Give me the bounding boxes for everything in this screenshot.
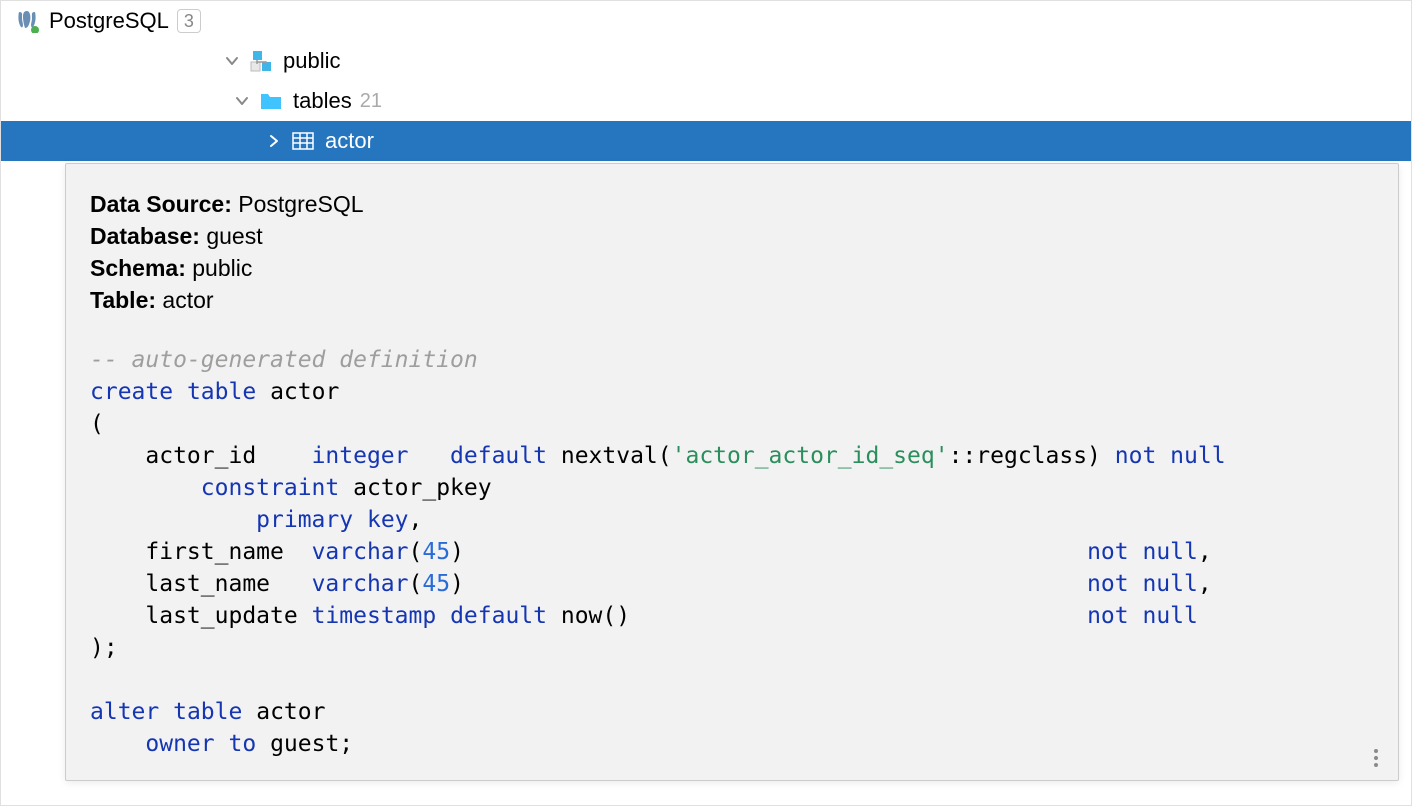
info-datasource: Data Source: PostgreSQL [90, 188, 1374, 220]
info-schema: Schema: public [90, 252, 1374, 284]
tree-row-datasource[interactable]: PostgreSQL 3 [1, 1, 1411, 41]
tree-label-schema: public [283, 48, 340, 74]
info-datasource-label: Data Source: [90, 191, 232, 217]
tree-row-tables[interactable]: tables 21 [1, 81, 1411, 121]
tree-label-datasource: PostgreSQL [49, 8, 169, 34]
more-options-icon[interactable] [1364, 746, 1388, 770]
chevron-right-icon[interactable] [265, 132, 283, 150]
info-datasource-value: PostgreSQL [238, 191, 363, 217]
tree-row-table-actor[interactable]: actor [1, 121, 1411, 161]
chevron-down-icon[interactable] [233, 92, 251, 110]
folder-icon [259, 89, 283, 113]
sql-definition: -- auto-generated definition create tabl… [90, 344, 1374, 760]
info-schema-label: Schema: [90, 255, 186, 281]
tree-badge-datasource: 3 [177, 9, 201, 33]
tree-row-schema[interactable]: public [1, 41, 1411, 81]
database-tree: PostgreSQL 3 public tables 21 [1, 1, 1411, 161]
quick-doc-popup: Data Source: PostgreSQL Database: guest … [65, 163, 1399, 781]
info-table-value: actor [162, 287, 213, 313]
postgresql-icon [15, 9, 39, 33]
info-schema-value: public [192, 255, 252, 281]
tree-count-tables: 21 [360, 90, 382, 113]
chevron-down-icon[interactable] [223, 52, 241, 70]
tree-label-table-actor: actor [325, 128, 374, 154]
info-database-label: Database: [90, 223, 200, 249]
info-table-label: Table: [90, 287, 156, 313]
schema-icon [249, 49, 273, 73]
info-database: Database: guest [90, 220, 1374, 252]
info-database-value: guest [206, 223, 262, 249]
info-table: Table: actor [90, 284, 1374, 316]
tree-label-tables: tables [293, 88, 352, 114]
table-icon [291, 129, 315, 153]
